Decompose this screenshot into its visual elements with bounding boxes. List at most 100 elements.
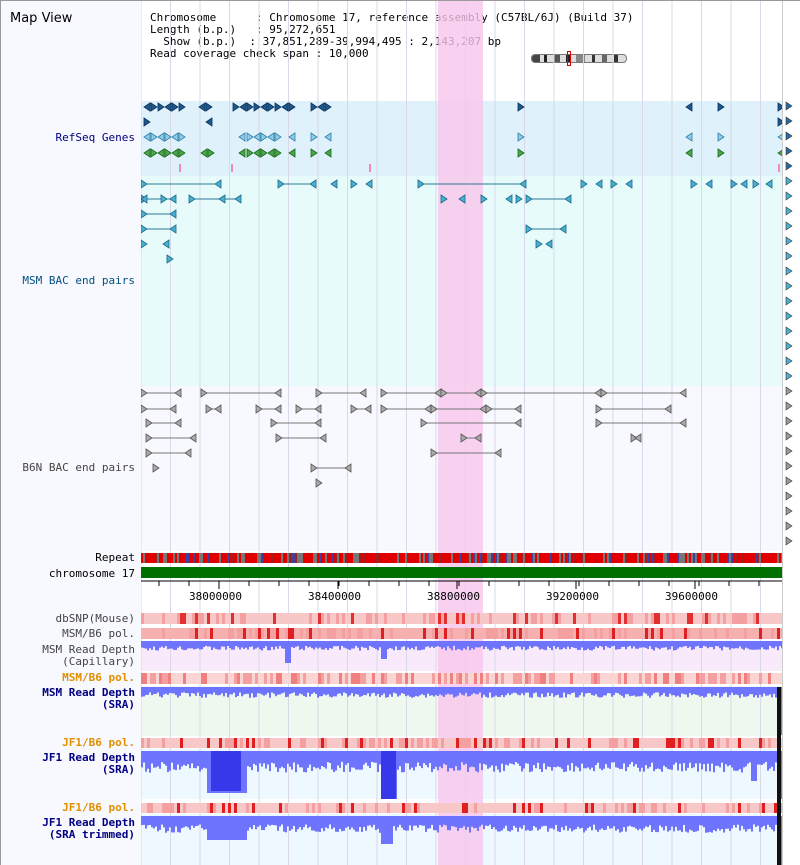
depth-bar [179, 687, 181, 696]
b6n-end-marker [315, 388, 323, 398]
depth-bar [445, 641, 447, 651]
heat-cell [483, 628, 486, 639]
repeat-segment [633, 553, 635, 563]
depth-bar [593, 816, 595, 825]
refseq-gene-arrow [310, 148, 318, 158]
heat-cell [378, 673, 381, 684]
track-label-msm-b6-pol-sra[interactable]: MSM/B6 pol. [62, 671, 135, 684]
heat-cell [372, 673, 375, 684]
track-label-repeat[interactable]: Repeat [95, 551, 135, 564]
heat-cell [333, 628, 336, 639]
heat-cell [573, 673, 576, 684]
depth-bar [499, 816, 501, 832]
depth-bar [719, 687, 721, 698]
heat-cell [624, 673, 627, 684]
track-label-jf1-depth-sra[interactable]: JF1 Read Depth (SRA) [1, 752, 135, 776]
depth-bar [729, 816, 731, 832]
track-label-dbsnp[interactable]: dbSNP(Mouse) [55, 612, 135, 625]
heat-cell [276, 628, 279, 639]
heat-cell [195, 803, 198, 813]
track-label-msm-depth-sra[interactable]: MSM Read Depth (SRA) [1, 687, 135, 711]
depth-bar [675, 687, 677, 697]
depth-bar [643, 641, 645, 648]
track-label-jf1-b6-pol-trim[interactable]: JF1/B6 pol. [62, 801, 135, 814]
depth-bar [151, 816, 153, 828]
depth-bar [197, 816, 199, 826]
track-label-refseq[interactable]: RefSeq Genes [55, 131, 135, 144]
depth-bar [763, 687, 765, 694]
genome-plot-svg[interactable]: 38000000 38400000 38800000 39200000 39600000 [141, 1, 782, 865]
heat-cell [219, 673, 222, 684]
depth-bar [621, 687, 623, 696]
depth-bar [169, 687, 171, 693]
heat-cell [207, 803, 210, 813]
depth-bar [677, 687, 679, 696]
refseq-gene-arrow [288, 102, 296, 112]
repeat-segment [467, 553, 469, 563]
heat-cell [762, 738, 765, 748]
heat-cell [510, 628, 513, 639]
depth-bar [697, 687, 699, 696]
depth-bar [675, 816, 677, 827]
genome-plot-area[interactable]: 38000000 38400000 38800000 39200000 39600000 [141, 1, 782, 865]
refseq-gene-arrow [232, 102, 240, 112]
depth-bar [457, 751, 459, 771]
depth-bar [333, 751, 335, 773]
heat-cell [270, 628, 273, 639]
depth-bar [661, 641, 663, 648]
track-label-b6n-bac[interactable]: B6N BAC end pairs [22, 461, 135, 474]
heat-cell [219, 628, 222, 639]
depth-bar [485, 641, 487, 647]
track-label-msm-depth-capillary[interactable]: MSM Read Depth (Capillary) [1, 644, 135, 668]
depth-bar [721, 641, 723, 651]
track-label-jf1-depth-trimmed[interactable]: JF1 Read Depth (SRA trimmed) [1, 817, 135, 841]
depth-bar [455, 816, 457, 828]
heat-cell [297, 613, 300, 624]
heat-cell [699, 628, 702, 639]
depth-bar [545, 816, 547, 826]
depth-bar [337, 687, 339, 694]
depth-bar [673, 816, 675, 832]
right-strip-marker [785, 356, 793, 366]
ideogram-position-marker[interactable] [567, 51, 571, 66]
heat-cell [327, 628, 330, 639]
heat-cell [471, 673, 474, 684]
repeat-segment [491, 553, 493, 563]
heat-cell [510, 803, 513, 813]
heat-cell [393, 673, 396, 684]
heat-cell [306, 613, 309, 624]
depth-bar [371, 687, 373, 694]
chromosome-ideogram[interactable] [531, 54, 627, 63]
track-label-msm-bac[interactable]: MSM BAC end pairs [22, 274, 135, 287]
track-label-msm-b6-pol[interactable]: MSM/B6 pol. [62, 627, 135, 640]
heat-cell [459, 738, 462, 748]
depth-bar [447, 641, 449, 647]
depth-bar [693, 751, 695, 768]
depth-bar [435, 751, 437, 767]
repeat-segment [515, 553, 517, 563]
heat-cell [651, 673, 654, 684]
depth-bar [389, 816, 391, 844]
heat-cell [540, 613, 543, 624]
depth-bar [149, 816, 151, 826]
bac-end-marker [545, 239, 553, 249]
depth-bar [651, 816, 653, 832]
depth-bar [409, 751, 411, 770]
heat-cell [444, 613, 447, 624]
repeat-segment [611, 553, 613, 563]
depth-bar [359, 687, 361, 697]
depth-bar [523, 816, 525, 826]
depth-bar [705, 687, 707, 697]
heat-cell [612, 628, 615, 639]
right-strip-marker [785, 491, 793, 501]
depth-bar [349, 687, 351, 696]
heat-cell [237, 613, 240, 624]
depth-bar [713, 751, 715, 773]
depth-bar [531, 641, 533, 649]
depth-bar [489, 687, 491, 693]
repeat-segment [579, 553, 581, 563]
depth-bar [163, 641, 165, 648]
depth-bar [321, 751, 323, 766]
heat-cell [486, 673, 489, 684]
track-label-jf1-b6-pol[interactable]: JF1/B6 pol. [62, 736, 135, 749]
